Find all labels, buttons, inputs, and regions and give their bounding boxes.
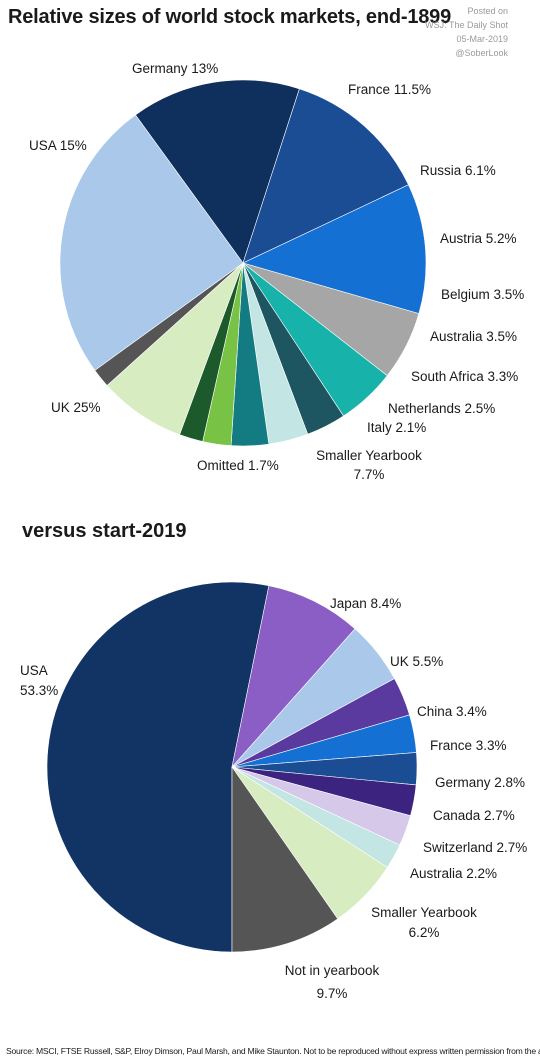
watermark-line: @SoberLook: [455, 48, 508, 58]
slice-label: Omitted 1.7%: [197, 458, 279, 473]
pie-slice: [46, 581, 270, 953]
slice-label: China 3.4%: [417, 704, 487, 719]
watermark: Posted on WSJ: The Daily Shot 05-Mar-201…: [380, 4, 508, 60]
slice-label: Australia 3.5%: [430, 329, 517, 344]
slice-label: 9.7%: [317, 986, 348, 1001]
slice-label: Japan 8.4%: [330, 596, 401, 611]
slice-label: Australia 2.2%: [410, 866, 497, 881]
slice-label: France 11.5%: [348, 82, 431, 97]
pie-slice: [242, 88, 409, 264]
watermark-line: 05-Mar-2019: [456, 34, 508, 44]
pie-slice: [231, 766, 339, 953]
slice-label: 7.7%: [354, 467, 385, 482]
slice-label: Smaller Yearbook: [371, 905, 477, 920]
slice-label: Canada 2.7%: [433, 808, 515, 823]
slice-label: UK 5.5%: [390, 654, 443, 669]
slice-label: USA: [20, 663, 48, 678]
pie-slice: [242, 184, 427, 314]
slice-label: Germany 13%: [132, 61, 218, 76]
pie-slice: [59, 114, 244, 371]
slice-label: Smaller Yearbook: [316, 448, 422, 463]
slice-label: Not in yearbook: [285, 963, 380, 978]
slice-label: 53.3%: [20, 683, 58, 698]
chart-title: Relative sizes of world stock markets, e…: [8, 6, 452, 28]
slice-label: USA 15%: [29, 138, 87, 153]
slice-label: South Africa 3.3%: [411, 369, 518, 384]
slice-label: Russia 6.1%: [420, 163, 496, 178]
slice-label: UK 25%: [51, 400, 101, 415]
pie-chart-1: USA 15% Germany 13% France 11.5% Russia 6.1…: [29, 61, 524, 482]
watermark-line: WSJ: The Daily Shot: [425, 20, 508, 30]
slice-label: Italy 2.1%: [367, 420, 426, 435]
source-note: Source: MSCI, FTSE Russell, S&P, Elroy D…: [6, 1046, 540, 1056]
slice-label: Belgium 3.5%: [441, 287, 524, 302]
slice-label: Germany 2.8%: [435, 775, 525, 790]
slice-label: 6.2%: [409, 925, 440, 940]
pie-slice: [135, 79, 300, 264]
slice-label: Austria 5.2%: [440, 231, 517, 246]
pie-slice: [231, 585, 356, 769]
slice-label: Netherlands 2.5%: [388, 401, 495, 416]
slice-label: Switzerland 2.7%: [423, 840, 527, 855]
pie-chart-2: USA 53.3% Japan 8.4% UK 5.5% China 3.4% Franc…: [20, 581, 527, 1001]
chart-subtitle: versus start-2019: [22, 520, 187, 542]
slice-label: France 3.3%: [430, 738, 507, 753]
watermark-line: Posted on: [467, 6, 508, 16]
